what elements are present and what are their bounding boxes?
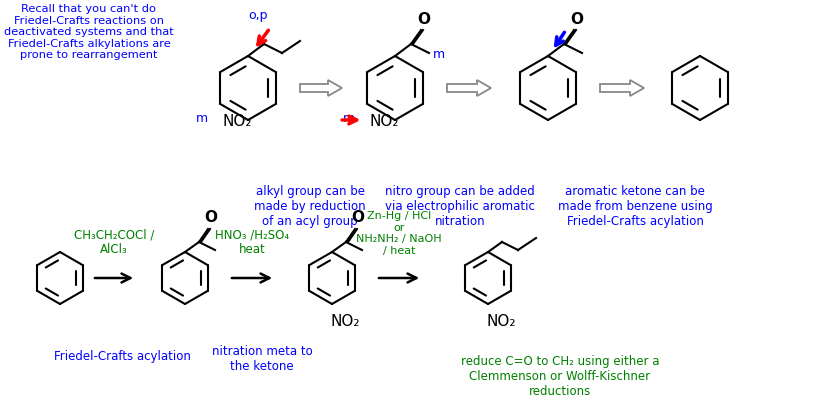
Text: m: m (196, 111, 208, 124)
Text: Zn-Hg / HCl
or
NH₂NH₂ / NaOH
/ heat: Zn-Hg / HCl or NH₂NH₂ / NaOH / heat (356, 211, 442, 256)
Text: NO₂: NO₂ (330, 314, 359, 329)
Text: O: O (570, 12, 583, 27)
Text: NO₂: NO₂ (369, 115, 398, 130)
Text: NO₂: NO₂ (486, 314, 515, 329)
Text: aromatic ketone can be
made from benzene using
Friedel-Crafts acylation: aromatic ketone can be made from benzene… (558, 185, 712, 228)
Polygon shape (300, 80, 342, 96)
Text: CH₃CH₂COCl /
AlCl₃: CH₃CH₂COCl / AlCl₃ (74, 228, 154, 256)
Text: Recall that you can't do
Friedel-Crafts reactions on
deactivated systems and tha: Recall that you can't do Friedel-Crafts … (4, 4, 173, 60)
Text: Friedel-Crafts acylation: Friedel-Crafts acylation (54, 350, 190, 363)
Text: nitro group can be added
via electrophilic aromatic
nitration: nitro group can be added via electrophil… (385, 185, 535, 228)
Text: O: O (351, 210, 364, 225)
Text: nitration meta to
the ketone: nitration meta to the ketone (212, 345, 312, 373)
Text: o,p: o,p (248, 9, 268, 22)
Text: m: m (433, 49, 445, 62)
Text: alkyl group can be
made by reduction
of an acyl group: alkyl group can be made by reduction of … (254, 185, 366, 228)
Text: reduce C=O to CH₂ using either a
Clemmenson or Wolff-Kischner
reductions: reduce C=O to CH₂ using either a Clemmen… (461, 355, 659, 395)
Text: HNO₃ /H₂SO₄
heat: HNO₃ /H₂SO₄ heat (215, 228, 289, 256)
Text: m: m (344, 111, 355, 124)
Polygon shape (447, 80, 491, 96)
Polygon shape (600, 80, 644, 96)
Text: O: O (417, 12, 431, 27)
Text: O: O (204, 210, 217, 225)
Text: NO₂: NO₂ (222, 115, 251, 130)
